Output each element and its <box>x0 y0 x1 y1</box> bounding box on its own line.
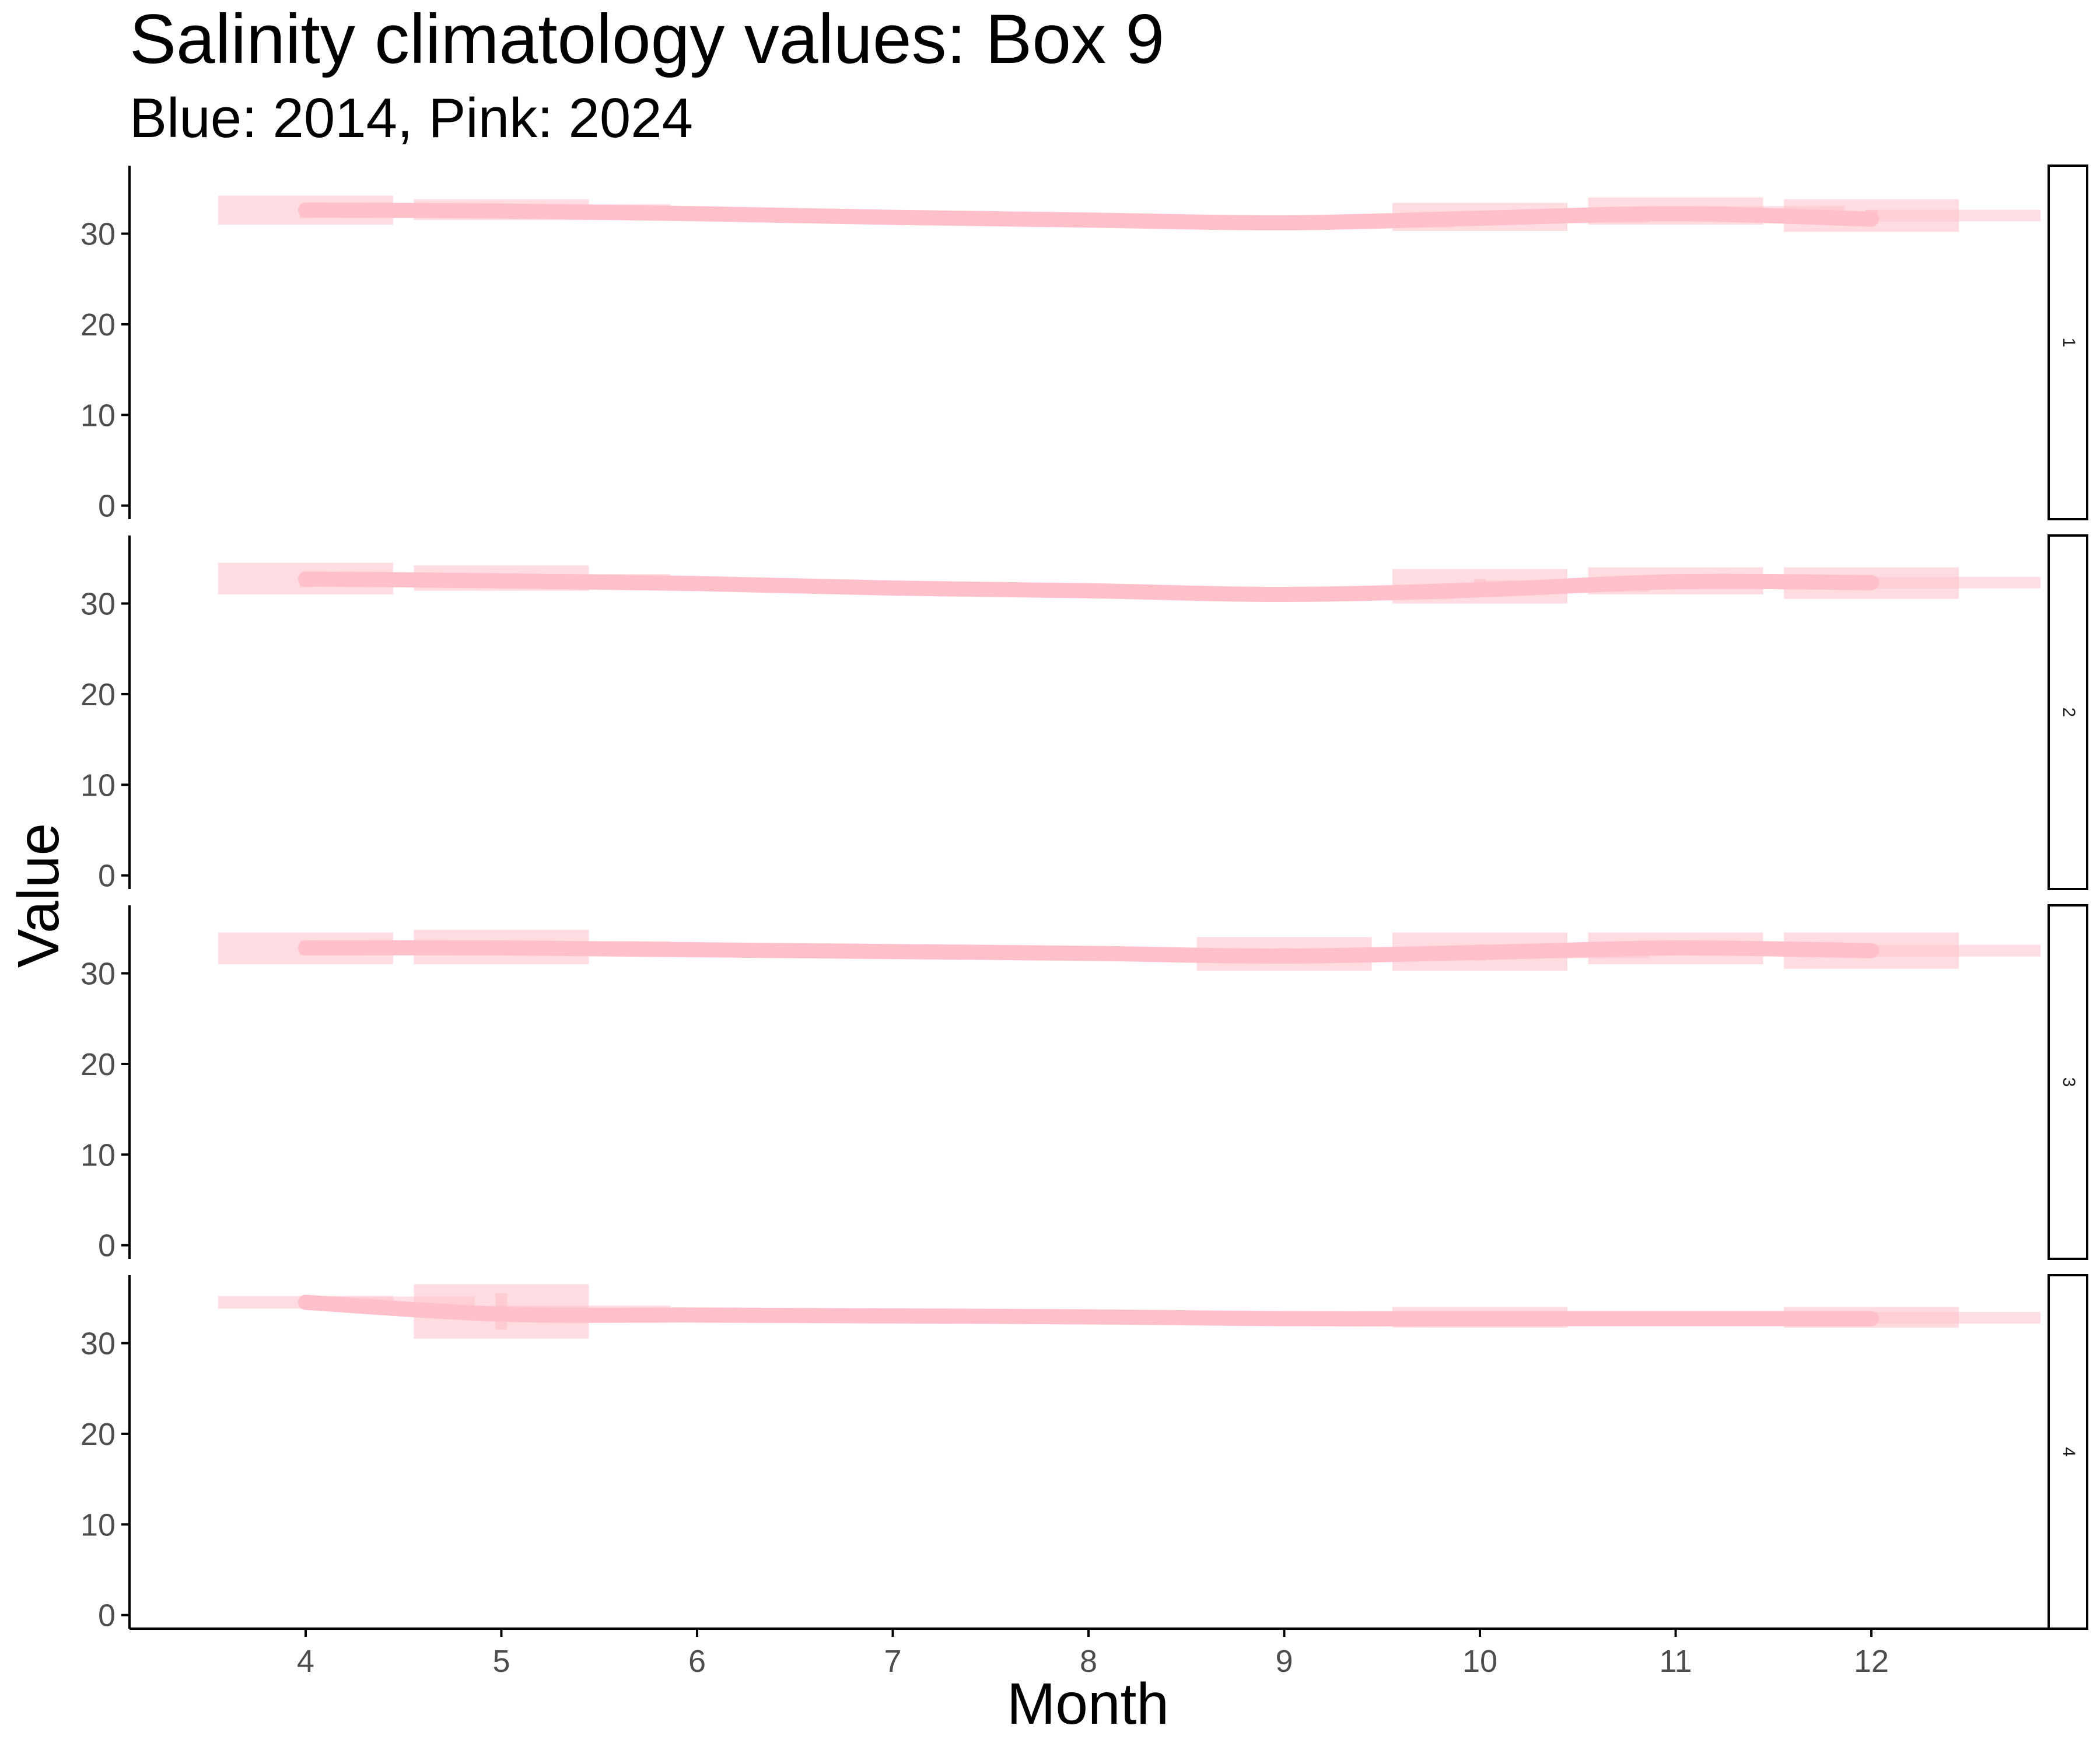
mean-bar <box>1866 1312 2041 1324</box>
facet-strip <box>2048 904 2088 1260</box>
y-tick-label: 30 <box>80 587 116 622</box>
x-tick-label: 4 <box>297 1644 314 1679</box>
y-tick-label: 10 <box>80 1138 116 1172</box>
facet-strip <box>2048 164 2088 520</box>
facet-panel-2: 0 10 20 30 2 <box>80 534 2088 894</box>
series-line <box>298 202 1880 230</box>
x-axis-title: Month <box>1007 1671 1169 1737</box>
y-tick-label: 20 <box>80 1047 116 1082</box>
y-tick-label: 0 <box>98 1228 116 1264</box>
x-tick-label: 6 <box>688 1644 706 1679</box>
facet-panel-1: 0 10 20 30 1 <box>80 164 2088 524</box>
mean-bar <box>1866 576 2041 589</box>
y-tick-label: 0 <box>98 1598 116 1633</box>
x-tick-label: 9 <box>1275 1644 1293 1679</box>
x-tick-label: 10 <box>1462 1644 1497 1679</box>
x-tick-label: 12 <box>1854 1644 1889 1679</box>
facet-panel-4: 0 10 20 30 4 <box>80 1274 2088 1633</box>
facet-strip-label: 2 <box>2059 708 2078 718</box>
x-axis: 4 5 6 7 8 9 10 11 12 <box>130 1628 2048 1679</box>
facet-panel-3: 0 10 20 30 3 <box>80 904 2088 1264</box>
mean-bar <box>1866 209 2041 222</box>
y-tick-label: 10 <box>80 1507 116 1542</box>
facet-strip <box>2048 1274 2088 1630</box>
y-tick-label: 0 <box>98 859 116 894</box>
series-line <box>298 1294 1880 1326</box>
y-tick-label: 10 <box>80 768 116 803</box>
y-tick-label: 0 <box>98 489 116 524</box>
x-tick-label: 8 <box>1080 1644 1097 1679</box>
facet-strip-label: 3 <box>2059 1077 2078 1087</box>
y-tick-label: 30 <box>80 217 116 252</box>
y-axis-title: Value <box>6 823 71 968</box>
chart-subtitle: Blue: 2014, Pink: 2024 <box>130 87 693 149</box>
chart-title: Salinity climatology values: Box 9 <box>130 0 1164 78</box>
y-tick-label: 20 <box>80 307 116 342</box>
mean-bar <box>1866 944 2041 957</box>
x-tick-label: 11 <box>1659 1644 1692 1679</box>
x-tick-label: 5 <box>492 1644 510 1679</box>
series-line <box>298 571 1880 603</box>
y-tick-label: 30 <box>80 957 116 992</box>
x-tick-label: 7 <box>884 1644 901 1679</box>
facet-strip-label: 4 <box>2059 1447 2078 1457</box>
y-tick-label: 10 <box>80 398 116 433</box>
facet-strip <box>2048 534 2088 890</box>
y-tick-label: 30 <box>80 1326 116 1362</box>
facet-strip-label: 1 <box>2059 338 2078 348</box>
y-tick-label: 20 <box>80 677 116 712</box>
series-line <box>298 940 1880 964</box>
y-tick-label: 20 <box>80 1417 116 1452</box>
